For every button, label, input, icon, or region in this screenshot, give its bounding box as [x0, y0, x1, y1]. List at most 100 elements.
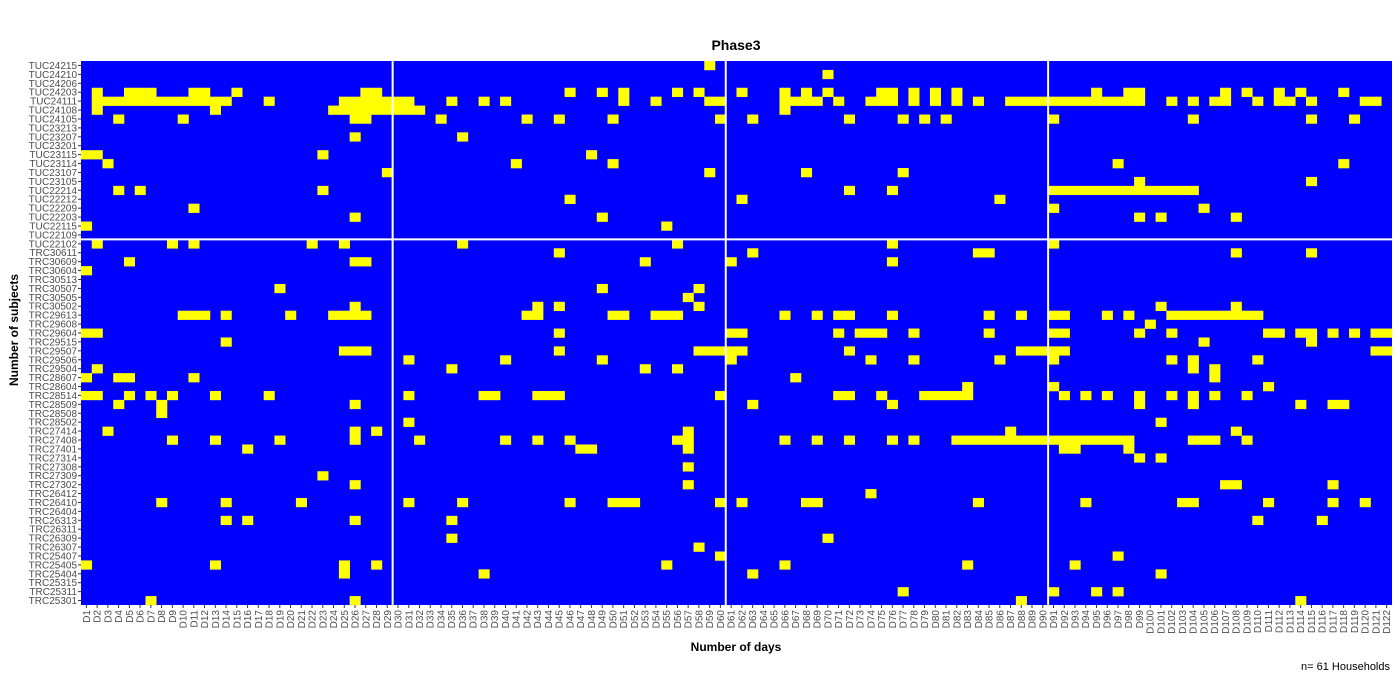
x-tick-label: D106 — [1210, 610, 1221, 634]
x-tick-label: D48 — [587, 610, 598, 629]
heatmap-cell — [715, 551, 727, 561]
heatmap-cell — [1209, 390, 1221, 401]
heatmap-cell — [263, 96, 275, 106]
heatmap-cell — [156, 497, 168, 508]
heatmap-cell — [134, 185, 146, 196]
heatmap-cell — [414, 435, 426, 445]
x-tick-label: D20 — [286, 610, 297, 629]
heatmap-cell — [682, 426, 694, 436]
heatmap-cell — [1327, 497, 1339, 508]
y-tick-label: TRC30611 — [29, 248, 77, 259]
heatmap-cell — [349, 426, 361, 436]
x-axis-title: Number of days — [691, 640, 782, 654]
heatmap-cell — [553, 346, 565, 356]
x-tick-label: D10 — [179, 610, 190, 629]
heatmap-cell — [1198, 203, 1210, 213]
plot-panel — [81, 61, 1393, 606]
x-tick-label: D96 — [1103, 610, 1114, 629]
heatmap-cell — [1316, 515, 1328, 526]
heatmap-cell — [177, 310, 211, 320]
x-tick-label: D97 — [1113, 610, 1124, 629]
x-tick-label: D44 — [544, 610, 555, 629]
heatmap-cell — [833, 390, 855, 401]
heatmap-cell — [166, 435, 179, 445]
heatmap-cell — [1134, 399, 1146, 410]
x-tick-label: D101 — [1156, 610, 1167, 634]
heatmap-cell — [457, 132, 469, 142]
heatmap-cell — [940, 114, 952, 124]
x-tick-label: D79 — [920, 610, 931, 629]
heatmap-cell — [1273, 96, 1296, 106]
x-tick-label: D49 — [598, 610, 609, 629]
y-tick-label: TRC28607 — [29, 373, 78, 384]
heatmap-cell — [1177, 497, 1199, 508]
heatmap-cell — [1349, 114, 1361, 124]
heatmap-cell — [81, 150, 103, 160]
heatmap-cell — [929, 96, 941, 106]
y-tick-label: TUC24111 — [30, 97, 77, 108]
heatmap-cell — [349, 435, 361, 445]
heatmap-cell — [381, 168, 393, 178]
y-tick-label: TUC23213 — [29, 123, 78, 134]
heatmap-cell — [349, 212, 361, 222]
y-axis-tick-labels: TUC24215TUC24210TUC24206TUC24203TUC24111… — [29, 61, 81, 607]
heatmap-cell — [1123, 444, 1135, 454]
heatmap-cell — [1134, 390, 1146, 401]
heatmap-cell — [618, 96, 630, 106]
heatmap-cell — [338, 569, 350, 579]
y-tick-label: TRC28508 — [29, 409, 78, 420]
heatmap-cell — [833, 328, 845, 338]
heatmap-cell — [704, 96, 727, 106]
heatmap-cell — [1370, 346, 1393, 356]
y-tick-label: TRC29608 — [29, 320, 78, 331]
x-tick-label: D54 — [651, 610, 662, 629]
x-tick-label: D21 — [297, 610, 308, 629]
heatmap-cell — [1241, 390, 1253, 401]
y-tick-label: TUC22214 — [29, 186, 78, 197]
x-tick-label: D62 — [737, 610, 748, 629]
heatmap-cell — [1166, 310, 1264, 320]
x-tick-label: D76 — [888, 610, 899, 629]
heatmap-cell — [500, 355, 512, 365]
x-tick-label: D36 — [458, 610, 469, 629]
heatmap-cell — [242, 444, 254, 454]
heatmap-cell — [1230, 301, 1242, 312]
heatmap-cell — [1155, 453, 1167, 463]
heatmap-cell — [532, 435, 544, 445]
heatmap-cell — [564, 497, 576, 508]
y-tick-label: TUC22212 — [29, 195, 78, 206]
heatmap-cell — [661, 221, 673, 231]
heatmap-cell — [1155, 212, 1167, 222]
caption-household-count: n= 61 Households — [1301, 661, 1390, 673]
heatmap-cell — [553, 114, 565, 124]
heatmap-cell — [596, 87, 608, 97]
x-tick-label: D64 — [759, 610, 770, 629]
heatmap-cell — [91, 239, 103, 249]
heatmap-cell — [596, 212, 608, 222]
heatmap-cell — [156, 399, 168, 410]
x-tick-label: D11 — [189, 610, 200, 628]
x-tick-label: D6 — [136, 610, 147, 623]
heatmap-cell — [403, 355, 415, 365]
y-tick-label: TUC22102 — [29, 239, 78, 250]
heatmap-cell — [1015, 310, 1027, 320]
heatmap-cell — [446, 96, 458, 106]
heatmap-cell — [1048, 239, 1060, 249]
heatmap-cell — [618, 87, 630, 97]
heatmap-cell — [908, 355, 920, 365]
heatmap-cell — [672, 364, 684, 374]
x-tick-label: D61 — [727, 610, 738, 629]
heatmap-cell — [1295, 596, 1307, 606]
x-tick-label: D117 — [1328, 610, 1339, 634]
heatmap-cell — [575, 444, 598, 454]
heatmap-cell — [596, 355, 608, 365]
y-tick-label: TRC27414 — [29, 427, 78, 438]
heatmap-cell — [1048, 310, 1070, 320]
x-tick-label: D89 — [1028, 610, 1039, 629]
x-tick-label: D15 — [232, 610, 243, 629]
heatmap-cell — [607, 497, 641, 508]
heatmap-cell — [715, 390, 727, 401]
heatmap-cell — [661, 560, 673, 570]
x-tick-label: D43 — [533, 610, 544, 629]
heatmap-cell — [1252, 355, 1264, 365]
